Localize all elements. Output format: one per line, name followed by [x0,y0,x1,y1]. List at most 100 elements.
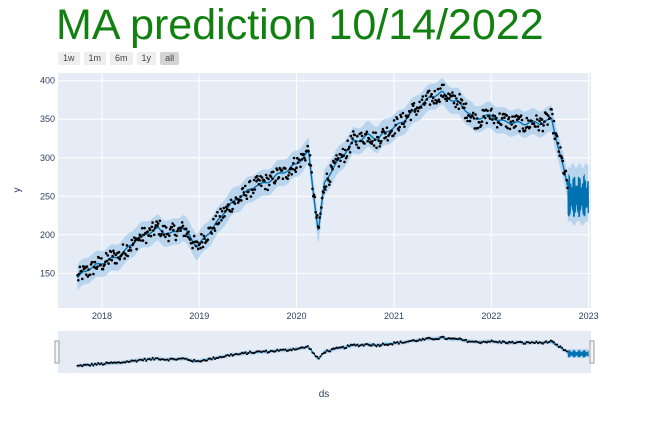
actual-point [199,246,202,250]
slider-point [260,351,263,354]
actual-point [348,145,351,149]
actual-point [429,95,433,98]
range-button-all[interactable]: all [160,52,180,65]
slider-point [186,358,189,361]
actual-point [344,148,347,152]
actual-point [320,206,323,209]
actual-point [260,184,263,188]
slider-point [445,338,448,341]
range-slider-preview [76,335,589,369]
slider-point [76,364,79,367]
actual-point [147,234,150,237]
actual-point [212,217,215,221]
slider-point [199,360,202,363]
actual-point [272,170,275,174]
actual-point [96,265,99,269]
slider-point [437,338,440,341]
actual-point [268,183,271,187]
slider-point [450,337,453,340]
slider-point [180,357,183,360]
actual-point [439,87,442,90]
slider-point [135,360,138,363]
actual-point [274,179,278,182]
actual-point [366,139,370,143]
actual-point [511,115,514,118]
slider-point [353,343,356,346]
slider-point [293,348,296,351]
range-button-6m[interactable]: 6m [110,52,133,65]
actual-point [349,134,353,138]
range-selector: 1w 1m 6m 1y all [58,52,180,65]
range-button-1w[interactable]: 1w [58,52,80,65]
actual-point [500,116,504,120]
actual-point [430,92,433,96]
actual-point [186,235,190,239]
slider-point [346,344,349,347]
actual-point [233,202,237,205]
slider-point [490,339,493,342]
actual-point [538,119,541,123]
actual-point [316,214,319,217]
slider-point [397,342,400,345]
actual-point [290,173,294,176]
actual-point [244,194,248,197]
actual-point [224,205,228,209]
actual-point [252,191,255,195]
actual-point [413,110,417,113]
slider-point [553,341,555,344]
actual-point [466,119,469,123]
actual-point [138,233,142,237]
actual-point [149,234,153,238]
actual-point [537,129,541,132]
actual-point [337,165,341,168]
slider-point [340,346,343,349]
slider-point [111,361,114,364]
range-slider-left-handle[interactable] [54,340,60,364]
slider-point [354,344,357,347]
slider-point [372,343,375,345]
slider-point [508,340,511,343]
actual-point [514,124,517,128]
slider-point [455,337,458,340]
slider-point [134,359,136,362]
slider-point [233,353,236,356]
slider-point [116,361,119,364]
actual-point [168,234,171,237]
actual-point [188,238,192,241]
y-axis-ticks: 150 200 250 300 350 400 [40,76,55,279]
actual-point [402,122,406,126]
slider-point [489,340,491,343]
actual-point [303,156,306,160]
actual-point [390,129,394,133]
actual-point [436,87,440,91]
actual-point [356,134,359,138]
slider-point [514,342,517,345]
slider-point [196,359,199,362]
actual-point [442,83,445,87]
actual-point [223,215,226,218]
x-tick-label: 2022 [481,311,501,321]
actual-point [504,125,508,128]
actual-point [164,235,167,239]
actual-point [495,126,499,129]
actual-point [120,252,124,256]
actual-point [474,113,477,116]
range-button-1m[interactable]: 1m [83,52,107,65]
range-button-1y[interactable]: 1y [136,52,157,65]
actual-point [409,118,413,122]
actual-point [454,105,457,109]
slider-point [158,358,160,361]
actual-point [130,238,134,242]
range-slider-right-handle[interactable] [589,340,595,364]
actual-point [437,98,441,101]
actual-point [379,142,382,145]
actual-point [121,243,125,246]
actual-point [129,249,133,252]
slider-point [146,358,149,361]
actual-point [459,101,462,105]
slider-point [501,340,504,343]
slider-point [325,349,328,352]
actual-point [482,115,485,118]
slider-point [185,357,188,360]
actual-point [372,144,376,147]
